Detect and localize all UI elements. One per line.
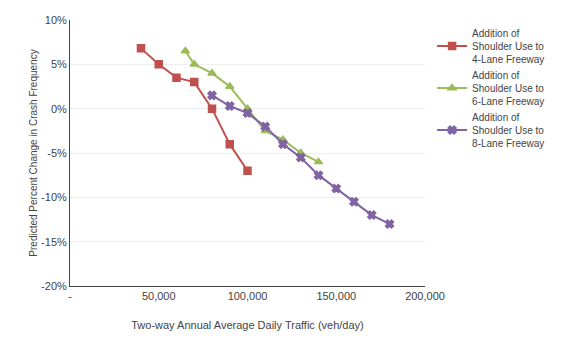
svg-text:-15%: -15% (41, 236, 67, 248)
svg-text:-5%: -5% (47, 147, 67, 159)
svg-text:Addition ofShoulder Use to4-La: Addition ofShoulder Use to4-Lane Freeway (472, 28, 544, 65)
svg-text:-10%: -10% (41, 191, 67, 203)
svg-text:100,000: 100,000 (228, 290, 268, 302)
svg-text:Addition ofShoulder Use to8-La: Addition ofShoulder Use to8-Lane Freeway (472, 112, 544, 149)
svg-text:Predicted Percent Change in Cr: Predicted Percent Change in Crash Freque… (28, 49, 39, 256)
svg-text:-: - (68, 290, 72, 302)
svg-text:Two-way Annual Average Daily T: Two-way Annual Average Daily Traffic (ve… (131, 319, 364, 331)
svg-text:150,000: 150,000 (316, 290, 356, 302)
svg-text:Addition ofShoulder Use to6-La: Addition ofShoulder Use to6-Lane Freeway (472, 70, 544, 107)
svg-text:5%: 5% (51, 58, 67, 70)
svg-text:10%: 10% (45, 14, 67, 26)
svg-text:200,000: 200,000 (405, 290, 445, 302)
svg-text:0%: 0% (51, 103, 67, 115)
svg-text:50,000: 50,000 (142, 290, 176, 302)
svg-text:-20%: -20% (41, 280, 67, 292)
